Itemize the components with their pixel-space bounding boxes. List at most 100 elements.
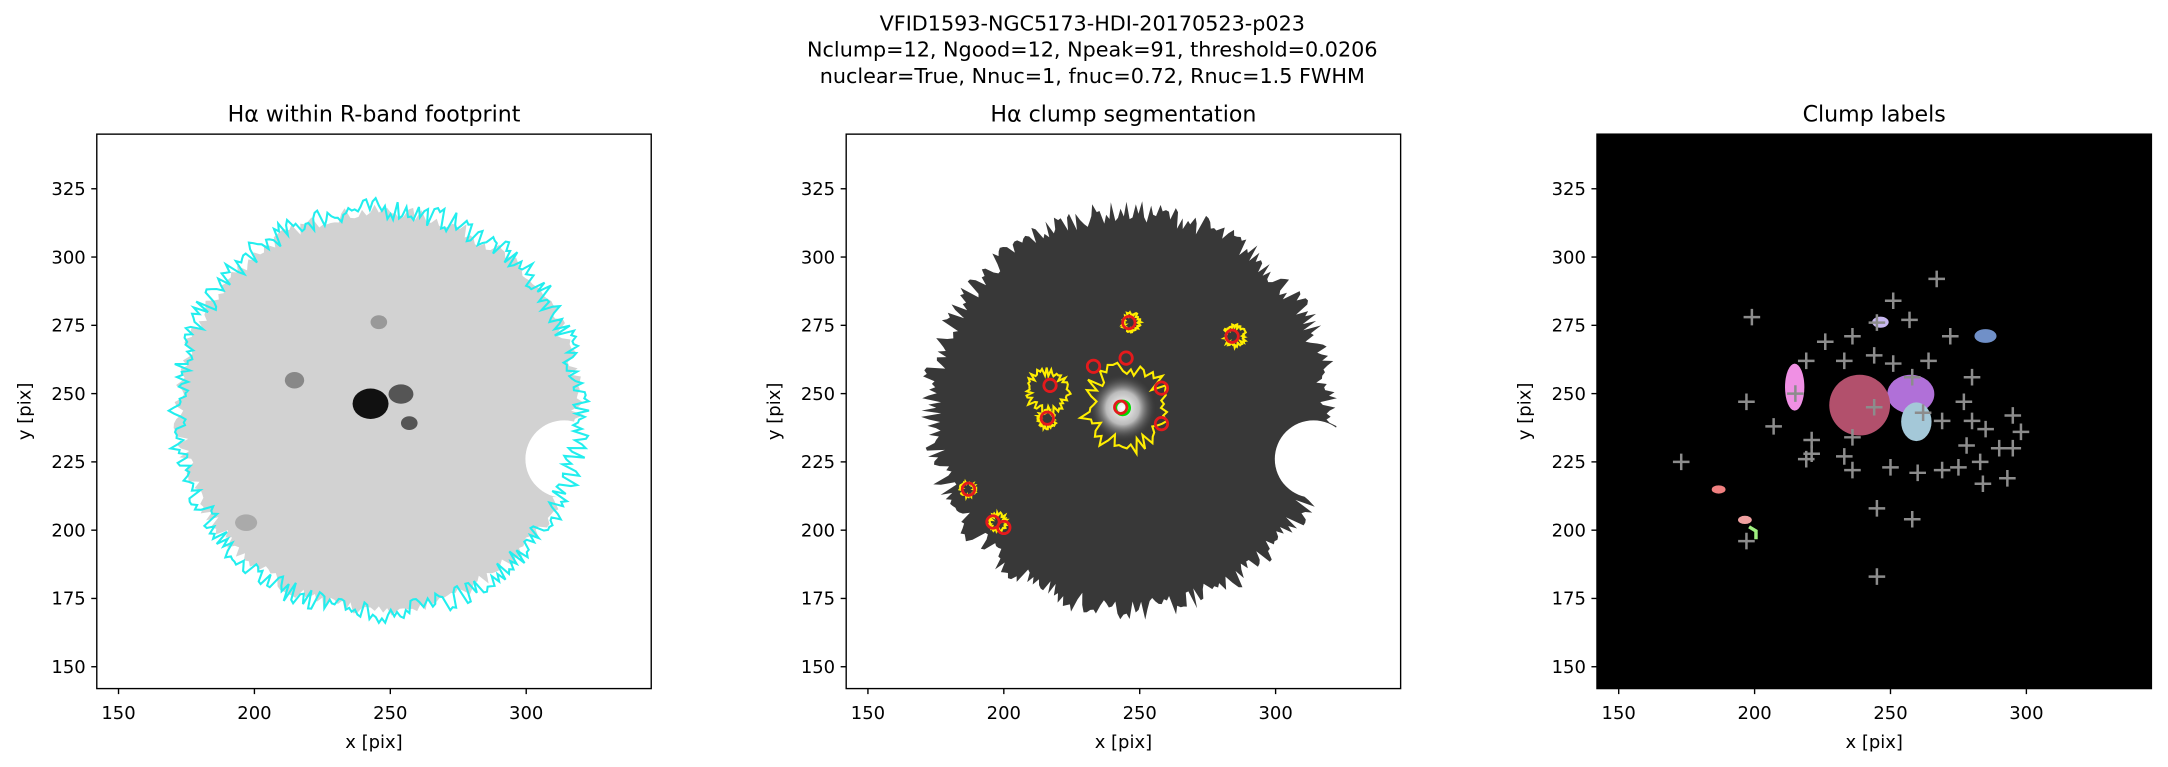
peak-marker	[2004, 407, 2022, 424]
axes: Hα within R-band footprint x [pix] y [pix]…	[14, 102, 652, 753]
peak-marker	[1743, 308, 1761, 326]
peak-marker	[1933, 412, 1951, 430]
clump-marker	[1113, 399, 1129, 415]
y-tick-label: 250	[801, 384, 835, 405]
y-tick-label: 250	[1552, 384, 1586, 405]
peak-marker	[1868, 568, 1886, 585]
axes-frame	[96, 133, 652, 690]
peak-marker	[1884, 292, 1902, 310]
clump-region	[1711, 485, 1726, 494]
x-tick-label: 150	[1602, 703, 1636, 724]
peak-marker	[1941, 327, 1959, 345]
peak-marker	[1901, 311, 1918, 329]
y-tick-label: 175	[51, 589, 85, 610]
peak-marker	[1882, 459, 1899, 476]
peak-marker	[1738, 532, 1755, 550]
clump-region	[1974, 329, 1997, 343]
y-tick-label: 200	[51, 520, 85, 541]
peak-marker	[1765, 418, 1782, 435]
x-tick-label: 150	[101, 703, 135, 724]
axes: Clump labels x [pix] y [pix] 150 200 250 300 15…	[1515, 102, 2153, 753]
clump-region	[1901, 402, 1932, 442]
contour	[1077, 361, 1169, 457]
peak-marker	[1933, 461, 1951, 479]
peak-marker	[1914, 404, 1932, 422]
y-tick-label: 175	[801, 589, 835, 610]
y-tick-label: 150	[801, 657, 835, 678]
blob	[370, 315, 388, 330]
points	[960, 314, 1240, 536]
x-axis-label: x [pix]	[345, 732, 402, 753]
clump-region	[1748, 525, 1758, 540]
y-tick-label: 225	[51, 452, 85, 473]
axes: Hα clump segmentation x [pix] y [pix] 150 20…	[764, 102, 1402, 753]
x-tick-label: 200	[237, 703, 271, 724]
y-tick-label: 150	[1552, 657, 1586, 678]
clump-marker	[996, 519, 1012, 536]
peak-marker	[1868, 500, 1886, 517]
x-tick-label: 250	[1123, 703, 1157, 724]
peak-marker	[1865, 398, 1883, 416]
clump-marker	[1153, 380, 1170, 396]
x-tick-label: 300	[2009, 703, 2043, 724]
halpha-image	[166, 196, 603, 625]
x-tick-label: 200	[1737, 703, 1771, 724]
peak-marker	[1950, 459, 1967, 476]
clump-marker	[960, 481, 977, 497]
blob	[400, 416, 418, 431]
peak-marker	[1977, 420, 1994, 438]
axes-title: Clump labels	[1803, 102, 1946, 128]
y-tick-label: 275	[51, 316, 85, 337]
peak-marker	[1909, 464, 1926, 482]
peak-marker	[1903, 510, 1921, 528]
cyan-contour	[166, 196, 592, 625]
clump-marker	[1085, 358, 1102, 374]
y-tick-label: 225	[1552, 452, 1586, 473]
axes-title: Hα within R-band footprint	[228, 102, 521, 128]
peak-marker	[1971, 453, 1989, 471]
y-axis-label: y [pix]	[764, 383, 785, 440]
y-tick-label: 300	[51, 247, 85, 268]
y-tick-label: 325	[51, 179, 85, 200]
notch	[1274, 420, 1353, 498]
peak-marker	[1974, 475, 1992, 493]
peak-marker	[1672, 453, 1690, 471]
y-tick-label: 175	[1552, 589, 1586, 610]
y-tick-label: 325	[801, 179, 835, 200]
points	[1672, 270, 2030, 585]
clump-region	[1887, 374, 1935, 414]
axes-title: Hα clump segmentation	[990, 102, 1256, 128]
core	[352, 388, 389, 419]
suptitle: Nclump=12, Ngood=12, Npeak=91, threshold…	[807, 38, 1377, 62]
x-tick-label: 300	[509, 703, 543, 724]
peak-marker	[1955, 393, 1973, 411]
peak-marker	[1844, 327, 1861, 345]
x-tick-label: 150	[851, 703, 885, 724]
core-glow	[1089, 374, 1156, 442]
clump-region	[1829, 374, 1891, 436]
peak-marker	[1803, 431, 1820, 449]
peak-marker	[1738, 393, 1755, 411]
peak-marker	[1928, 270, 1945, 288]
y-tick-label: 275	[1552, 316, 1586, 337]
peak-marker	[1844, 461, 1861, 479]
segmentation-image	[921, 201, 1353, 620]
peak-marker	[1865, 347, 1883, 364]
peak-marker	[1797, 450, 1815, 468]
clump-marker	[1039, 410, 1055, 426]
peak-marker	[1797, 352, 1815, 370]
y-tick-label: 200	[801, 520, 835, 541]
contour	[987, 508, 1010, 535]
peak-marker	[1835, 448, 1853, 465]
clump-marker	[1118, 350, 1134, 366]
y-tick-label: 275	[801, 316, 835, 337]
x-tick-label: 250	[1873, 703, 1907, 724]
suptitle: nuclear=True, Nnuc=1, fnuc=0.72, Rnuc=1.…	[820, 64, 1365, 88]
peak-marker	[2012, 423, 2030, 441]
x-axis-label: x [pix]	[1845, 732, 1902, 753]
contour	[1024, 366, 1073, 416]
x-tick-label: 200	[987, 703, 1021, 724]
peak-marker	[1958, 437, 1975, 454]
